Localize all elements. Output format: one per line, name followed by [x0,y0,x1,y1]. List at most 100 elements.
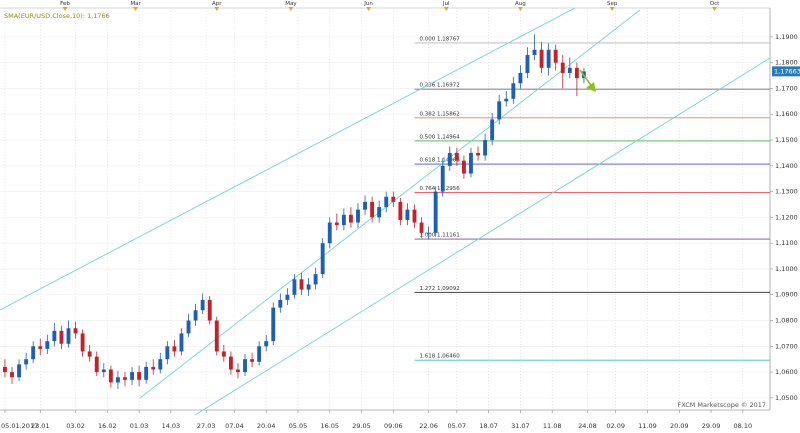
x-tick-label: 01.03 [130,422,149,430]
watermark: FXCM Marketscope © 2017 [677,401,766,409]
candle-body [228,356,233,370]
month-marker [366,7,372,11]
candle-body [440,165,445,192]
candles [3,34,586,389]
candle-body [391,196,396,202]
x-tick-label: 29.05 [352,422,371,430]
x-tick-label: 29.09 [702,422,721,430]
candle-body [511,83,516,99]
candle-body [560,62,565,73]
candle-body [490,119,495,141]
candle-body [377,207,382,218]
candle-body [3,366,7,373]
candle-body [108,369,113,383]
grid [0,8,770,410]
month-marker [443,7,449,11]
candle-body [214,320,219,352]
month-label: May [285,1,297,7]
month-marker [288,7,294,11]
fib-label: 1.272 1,09092 [419,286,459,292]
fib-label: 0.382 1,15862 [419,111,459,117]
channel-lower [194,57,771,416]
candle-body [151,366,156,370]
fib-label: 0.764 1,12956 [419,186,460,192]
fib-label: 0.500 1,14964 [419,134,460,140]
regression-channel [0,7,771,416]
candle-body [539,49,544,68]
fib-label: 0.000 1,18767 [419,36,460,42]
candle-body [221,351,226,357]
candle-body [115,377,120,383]
month-label: Apr [212,1,222,7]
candle-body [532,49,537,55]
candle-body [73,328,78,334]
y-tick-label: 1,1700 [775,84,798,92]
candle-body [504,98,509,102]
month-marker [214,7,220,11]
candle-body [433,191,438,233]
candle-body [483,140,488,156]
month-marker [133,7,139,11]
x-tick-label: 24.08 [578,422,597,430]
candle-body [546,49,551,68]
candle-body [497,101,502,120]
x-tick-label: 18.07 [479,422,498,430]
y-tick-label: 1,1200 [775,213,798,221]
candle-body [243,359,247,373]
y-tick-label: 1,0800 [775,317,798,325]
y-tick-label: 1,0500 [775,394,798,402]
month-label: Oct [710,1,720,7]
candle-body [158,359,163,370]
candle-body [137,372,142,380]
y-tick-label: 1,1000 [775,265,798,273]
candle-body [405,209,410,220]
candle-body [87,351,92,357]
month-marker [712,7,718,11]
candle-body [144,366,149,380]
candle-body [130,372,134,380]
candle-body [193,310,198,321]
month-label: Feb [60,1,70,7]
month-label: Sep [607,1,618,7]
candle-body [123,377,127,380]
month-marker [609,7,615,11]
candle-body [59,330,64,344]
y-tick-label: 1,0600 [775,368,798,376]
y-tick-label: 1,0900 [775,291,798,299]
candle-body [278,299,283,308]
candle-body [313,274,318,285]
x-tick-label: 08.10 [734,422,753,430]
candle-body [398,201,403,220]
y-tick-label: 1,1900 [775,33,798,41]
y-tick-label: 1,0700 [775,342,798,350]
candle-body [264,341,269,347]
candle-body [419,222,424,233]
candle-body [172,346,177,352]
fib-label: 1.618 1,06460 [419,354,460,360]
candle-body [165,346,170,360]
y-tick-label: 1,1600 [775,110,798,118]
candle-body [236,369,240,373]
candle-body [306,284,311,290]
month-label: Jul [442,1,450,7]
month-label: Aug [515,1,526,7]
candle-body [469,152,473,174]
candle-body [52,330,57,342]
last-price-box [772,66,800,77]
last-price-label: 1,17663 [774,67,800,75]
candle-body [24,359,29,365]
candle-body [574,67,579,79]
x-tick-label: 14.03 [162,422,181,430]
y-tick-label: 1,1500 [775,136,798,144]
candle-body [45,341,50,349]
candle-body [384,196,389,208]
candle-body [250,359,255,362]
candle-body [292,279,297,295]
candle-body [31,346,36,360]
candle-body [363,201,367,210]
candle-body [412,209,417,223]
x-tick-label: 16.05 [320,422,339,430]
x-tick-label: 27.03 [197,422,216,430]
x-tick-label: 05.05 [289,422,308,430]
